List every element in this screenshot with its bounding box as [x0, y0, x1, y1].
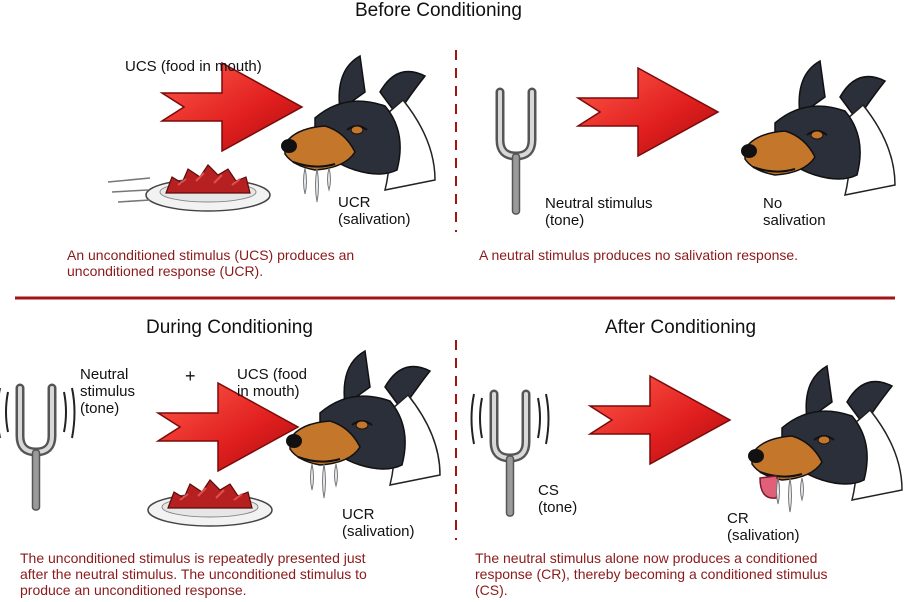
- food-plate-icon: [145, 164, 271, 212]
- tuning-fork-icon: [500, 92, 532, 214]
- heading-during-conditioning: During Conditioning: [146, 317, 313, 338]
- food-plate-icon: [147, 479, 273, 527]
- heading-after-conditioning: After Conditioning: [605, 317, 757, 338]
- vibration-lines: [470, 393, 550, 445]
- cs-label: CS (tone): [538, 482, 578, 516]
- neutral-stimulus-label: Neutral stimulus (tone): [80, 366, 136, 417]
- ucr-label: UCR (salivation): [338, 194, 411, 228]
- neutral-stimulus-label: Neutral stimulus (tone): [545, 195, 653, 229]
- ucs-label: UCS (food in mouth): [125, 58, 262, 75]
- heading-before-conditioning: Before Conditioning: [355, 0, 522, 21]
- no-salivation-label: No salivation: [763, 195, 826, 229]
- caption-before-left: An unconditioned stimulus (UCS) produces…: [67, 247, 355, 279]
- drool-icon: [303, 167, 331, 203]
- ucs-label: UCS (food in mouth): [237, 366, 308, 400]
- drool-icon: [776, 477, 804, 513]
- tuning-fork-icon: [20, 388, 52, 510]
- caption-after: The neutral stimulus alone now produces …: [475, 550, 828, 598]
- red-arrow-icon: [589, 375, 731, 465]
- red-arrow-icon: [161, 62, 303, 152]
- vibration-lines: [0, 387, 76, 439]
- cr-label: CR (salivation): [727, 510, 800, 544]
- dog-head-icon: [280, 55, 436, 191]
- plus-sign: +: [185, 366, 196, 386]
- drool-icon: [310, 463, 338, 499]
- dog-head-icon: [740, 60, 896, 196]
- speed-lines: [107, 177, 151, 203]
- tuning-fork-icon: [494, 394, 526, 516]
- red-arrow-icon: [577, 67, 719, 157]
- caption-before-right: A neutral stimulus produces no salivatio…: [479, 247, 799, 263]
- dog-head-icon: [285, 350, 441, 486]
- caption-during: The unconditioned stimulus is repeatedly…: [20, 550, 367, 598]
- ucr-label: UCR (salivation): [342, 506, 415, 540]
